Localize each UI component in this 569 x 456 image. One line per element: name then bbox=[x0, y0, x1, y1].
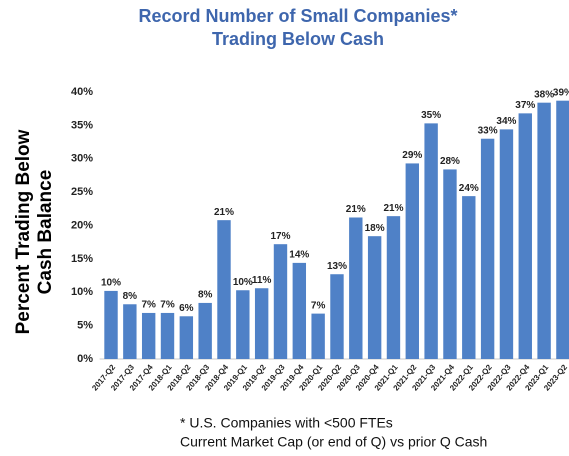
data-label: 10% bbox=[233, 277, 253, 288]
data-label: 13% bbox=[327, 261, 347, 272]
data-label: 39% bbox=[553, 87, 569, 98]
y-tick-label: 10% bbox=[71, 286, 93, 298]
data-label: 11% bbox=[252, 275, 272, 286]
data-label: 35% bbox=[421, 110, 441, 121]
bar bbox=[311, 313, 325, 359]
footnote: Current Market Cap (or end of Q) vs prio… bbox=[180, 434, 487, 450]
bar bbox=[349, 217, 363, 359]
y-axis-title: Percent Trading Below Cash Balance bbox=[13, 129, 56, 334]
bar bbox=[236, 290, 250, 359]
bar bbox=[462, 196, 476, 359]
bar bbox=[104, 290, 118, 359]
data-label: 21% bbox=[214, 207, 234, 218]
chart-title: Record Number of Small Companies* bbox=[138, 6, 457, 26]
data-label: 8% bbox=[123, 291, 138, 302]
data-label: 21% bbox=[383, 203, 403, 214]
data-label: 29% bbox=[402, 150, 422, 161]
bar bbox=[330, 274, 344, 359]
data-label: 37% bbox=[515, 100, 535, 111]
bar bbox=[123, 304, 137, 359]
bar bbox=[405, 163, 419, 359]
bar bbox=[424, 123, 438, 359]
data-label: 10% bbox=[101, 278, 121, 289]
bar bbox=[179, 316, 194, 359]
y-tick-label: 30% bbox=[71, 153, 93, 165]
bar bbox=[499, 129, 514, 359]
data-label: 7% bbox=[311, 300, 326, 311]
y-axis-title-line: Cash Balance bbox=[35, 170, 56, 295]
y-axis-title-line: Percent Trading Below bbox=[13, 129, 34, 334]
bar bbox=[141, 312, 156, 359]
data-label: 7% bbox=[160, 300, 175, 311]
bar bbox=[160, 312, 175, 359]
y-tick-label: 5% bbox=[77, 320, 93, 332]
data-label: 34% bbox=[496, 116, 516, 127]
bar bbox=[537, 102, 551, 360]
y-tick-label: 40% bbox=[71, 86, 93, 98]
bar bbox=[273, 244, 288, 359]
data-label: 7% bbox=[141, 300, 156, 311]
chart-title: Trading Below Cash bbox=[212, 29, 384, 49]
data-label: 17% bbox=[270, 231, 290, 242]
data-label: 21% bbox=[346, 204, 366, 215]
bar bbox=[443, 169, 457, 359]
bar bbox=[556, 100, 569, 360]
y-tick-label: 0% bbox=[77, 353, 93, 365]
y-tick-label: 15% bbox=[71, 253, 93, 265]
data-label: 38% bbox=[534, 89, 554, 100]
y-tick-label: 20% bbox=[71, 219, 93, 231]
bar bbox=[518, 113, 532, 359]
bar bbox=[480, 138, 495, 359]
bar bbox=[217, 220, 231, 359]
data-label: 18% bbox=[365, 223, 385, 234]
bar bbox=[386, 216, 401, 359]
data-label: 28% bbox=[440, 156, 460, 167]
bar bbox=[198, 302, 212, 359]
y-tick-label: 35% bbox=[71, 119, 93, 131]
data-label: 8% bbox=[198, 290, 213, 301]
bar bbox=[367, 236, 382, 359]
data-label: 14% bbox=[289, 250, 309, 261]
data-label: 33% bbox=[478, 125, 498, 136]
bar bbox=[292, 262, 307, 359]
data-label: 6% bbox=[179, 303, 194, 314]
bar bbox=[254, 288, 269, 359]
data-label: 24% bbox=[459, 183, 479, 194]
footnote: * U.S. Companies with <500 FTEs bbox=[180, 415, 393, 431]
y-tick-label: 25% bbox=[71, 186, 93, 198]
